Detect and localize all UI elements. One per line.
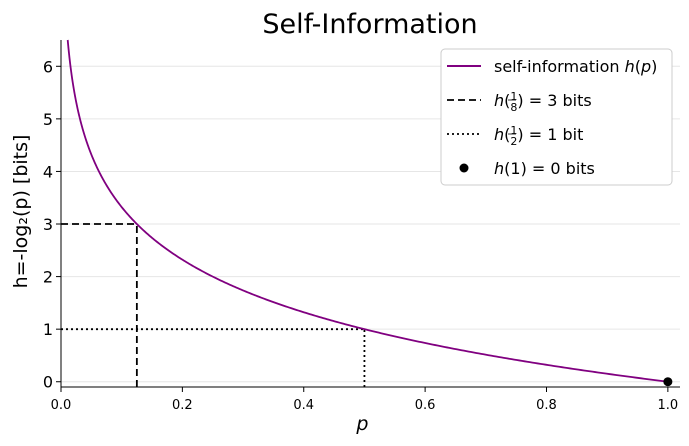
x-axis-label: p <box>355 413 368 435</box>
legend-handle-point <box>459 163 469 173</box>
legend-label-glyph: ) <box>651 57 657 76</box>
legend-frac-denominator: 8 <box>510 101 517 114</box>
x-tick-label: 0.0 <box>51 398 72 413</box>
y-tick-label: 0 <box>43 373 53 392</box>
legend-label-glyph: ( <box>635 57 641 76</box>
x-tick-label: 0.4 <box>293 398 314 413</box>
legend-label-glyph: ) <box>517 91 523 110</box>
legend-label-suffix: = 0 bits <box>527 159 595 178</box>
legend-frac-numerator: 1 <box>510 124 517 137</box>
h1-zero-bits-point <box>663 377 673 387</box>
legend-label: h(1) = 0 bits <box>494 159 595 178</box>
y-tick-label: 4 <box>43 162 53 181</box>
legend-label: h(1 8) = 3 bits <box>494 90 592 114</box>
y-tick-label: 1 <box>43 320 53 339</box>
y-tick-label: 2 <box>43 268 53 287</box>
y-tick-label: 3 <box>43 215 53 234</box>
legend-label-arg: (1) <box>504 159 527 178</box>
legend-label-glyph: ) <box>517 125 523 144</box>
legend-label-func: h <box>494 125 504 144</box>
x-tick-label: 0.2 <box>172 398 193 413</box>
legend-frac-numerator: 1 <box>510 90 517 103</box>
x-tick-label: 0.6 <box>415 398 436 413</box>
legend-label: self-information h(p) <box>494 57 657 76</box>
legend-label-glyph: ( <box>504 125 510 144</box>
legend-label-prefix: self-information <box>494 57 625 76</box>
x-tick-label: 0.8 <box>536 398 557 413</box>
y-axis-label: h=-log₂(p) [bits] <box>10 135 32 289</box>
legend-frac-denominator: 2 <box>510 135 517 148</box>
legend-label: h(1 2) = 1 bit <box>494 124 583 148</box>
y-tick-label: 5 <box>43 110 53 129</box>
legend-label-glyph: ( <box>504 91 510 110</box>
legend-label-suffix: = 1 bit <box>524 125 584 144</box>
y-tick-label: 6 <box>43 57 53 76</box>
self-information-curve <box>66 39 668 383</box>
legend-label-func: h <box>494 91 504 110</box>
legend-label-func: h <box>625 57 635 76</box>
chart-title: Self-Information <box>262 9 477 40</box>
legend-label-suffix: = 3 bits <box>524 91 592 110</box>
legend-box <box>440 48 673 186</box>
legend-label-var: p <box>640 57 651 76</box>
x-tick-label: 1.0 <box>658 398 679 413</box>
legend-label-func: h <box>494 159 504 178</box>
